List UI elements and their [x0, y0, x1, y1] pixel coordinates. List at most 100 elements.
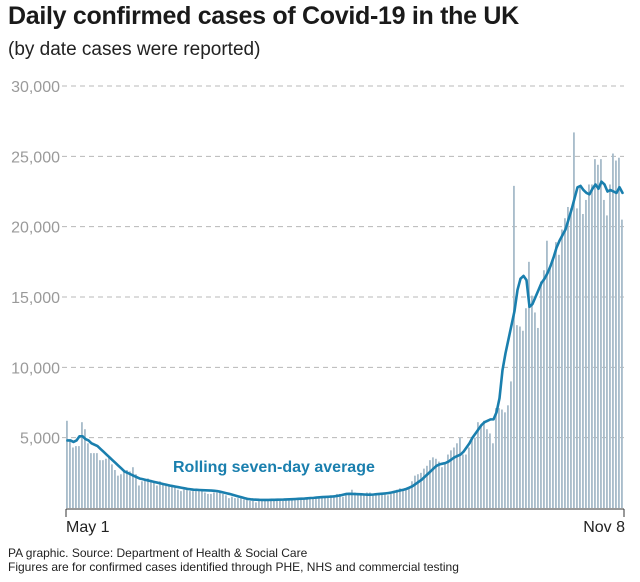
- daily-cases-bar: [561, 229, 563, 509]
- daily-cases-bar: [237, 498, 239, 508]
- daily-cases-bar: [135, 474, 137, 508]
- x-tick-label: May 1: [66, 519, 110, 536]
- daily-cases-bar: [450, 450, 452, 508]
- daily-cases-bar: [342, 496, 344, 508]
- daily-cases-bar: [546, 240, 548, 509]
- daily-cases-bar: [129, 471, 131, 508]
- daily-cases-bar: [606, 215, 608, 508]
- daily-cases-bar: [402, 489, 404, 508]
- daily-cases-bar: [300, 498, 302, 508]
- daily-cases-bar: [375, 495, 377, 508]
- daily-cases-bar: [477, 422, 479, 508]
- daily-cases-bar: [324, 496, 326, 508]
- daily-cases-bar: [405, 489, 407, 508]
- daily-cases-bar: [492, 443, 494, 508]
- daily-cases-bar: [297, 499, 299, 508]
- daily-cases-bar: [78, 446, 80, 508]
- daily-cases-bar: [309, 498, 311, 508]
- source-note: PA graphic. Source: Department of Health…: [8, 546, 308, 560]
- daily-cases-bar: [96, 453, 98, 508]
- daily-cases-bar: [528, 261, 530, 508]
- daily-cases-bar: [333, 496, 335, 508]
- daily-cases-bar: [486, 429, 488, 508]
- daily-cases-bar: [240, 498, 242, 508]
- daily-cases-bar: [138, 485, 140, 508]
- daily-cases-bar: [543, 270, 545, 508]
- daily-cases-bar: [441, 467, 443, 508]
- daily-cases-bar: [393, 492, 395, 508]
- daily-cases-bar: [426, 465, 428, 508]
- daily-cases-bar: [147, 478, 149, 508]
- daily-cases-bar: [465, 454, 467, 508]
- x-tick-label: Nov 8: [583, 519, 625, 536]
- daily-cases-bar: [453, 447, 455, 508]
- daily-cases-bar: [87, 443, 89, 508]
- daily-cases-bar: [105, 458, 107, 508]
- daily-cases-bar: [381, 493, 383, 508]
- daily-cases-bar: [582, 214, 584, 508]
- daily-cases-bar: [372, 493, 374, 508]
- daily-cases-bar: [459, 437, 461, 508]
- y-tick-label: 5,000: [20, 431, 60, 448]
- daily-cases-bar: [357, 493, 359, 508]
- daily-cases-bar: [348, 492, 350, 508]
- daily-cases-bar: [351, 489, 353, 508]
- methodology-note: Figures are for confirmed cases identifi…: [8, 560, 459, 574]
- daily-cases-bar: [243, 499, 245, 508]
- daily-cases-bar: [462, 454, 464, 508]
- daily-cases-bar: [201, 491, 203, 508]
- daily-cases-bar: [306, 498, 308, 508]
- daily-cases-bar: [621, 219, 623, 508]
- y-tick-label: 20,000: [11, 220, 60, 237]
- daily-cases-bar: [162, 484, 164, 508]
- daily-cases-bar: [429, 460, 431, 508]
- daily-cases-bar: [378, 493, 380, 508]
- daily-cases-bar: [591, 184, 593, 508]
- daily-cases-bar: [345, 493, 347, 508]
- daily-cases-bar: [555, 242, 557, 508]
- daily-cases-bar: [594, 159, 596, 508]
- daily-cases-bar: [273, 499, 275, 508]
- daily-cases-bar: [327, 496, 329, 508]
- daily-cases-bar: [204, 492, 206, 508]
- daily-cases-bar: [444, 462, 446, 508]
- daily-cases-bar: [618, 157, 620, 509]
- daily-cases-bar: [195, 491, 197, 508]
- rolling-average-series: [66, 180, 624, 502]
- daily-cases-bar: [387, 495, 389, 508]
- y-tick-label: 10,000: [11, 360, 60, 377]
- daily-cases-bar: [384, 493, 386, 508]
- daily-cases-bar: [183, 489, 185, 508]
- daily-cases-bar: [564, 218, 566, 509]
- daily-cases-bar: [141, 481, 143, 508]
- daily-cases-bar: [213, 492, 215, 508]
- daily-cases-bar: [159, 481, 161, 508]
- daily-cases-bar: [366, 492, 368, 508]
- daily-cases-bar: [579, 185, 581, 508]
- daily-cases-bar: [420, 472, 422, 508]
- daily-cases-bar: [180, 491, 182, 508]
- daily-cases-bar: [519, 326, 521, 508]
- daily-cases-bar: [258, 500, 260, 508]
- daily-cases-bar: [207, 493, 209, 508]
- daily-cases-bar: [615, 160, 617, 509]
- daily-cases-bar: [75, 446, 77, 508]
- daily-cases-bar: [267, 499, 269, 508]
- daily-cases-bar: [471, 440, 473, 508]
- daily-cases-bar: [576, 208, 578, 508]
- daily-cases-bar: [189, 491, 191, 508]
- daily-cases-bar: [399, 488, 401, 508]
- daily-cases-bar: [513, 185, 515, 508]
- daily-cases-bar: [174, 486, 176, 508]
- daily-cases-bar: [264, 499, 266, 508]
- daily-cases-bar: [168, 484, 170, 508]
- daily-cases-bar: [468, 447, 470, 508]
- daily-cases-bar: [114, 470, 116, 508]
- daily-cases-bar: [537, 327, 539, 508]
- daily-cases-bar: [534, 312, 536, 508]
- chart-subtitle: (by date cases were reported): [8, 39, 261, 60]
- daily-cases-bar: [330, 495, 332, 508]
- rolling-average-annotation: Rolling seven-day average: [173, 459, 375, 476]
- daily-cases-bar: [363, 495, 365, 508]
